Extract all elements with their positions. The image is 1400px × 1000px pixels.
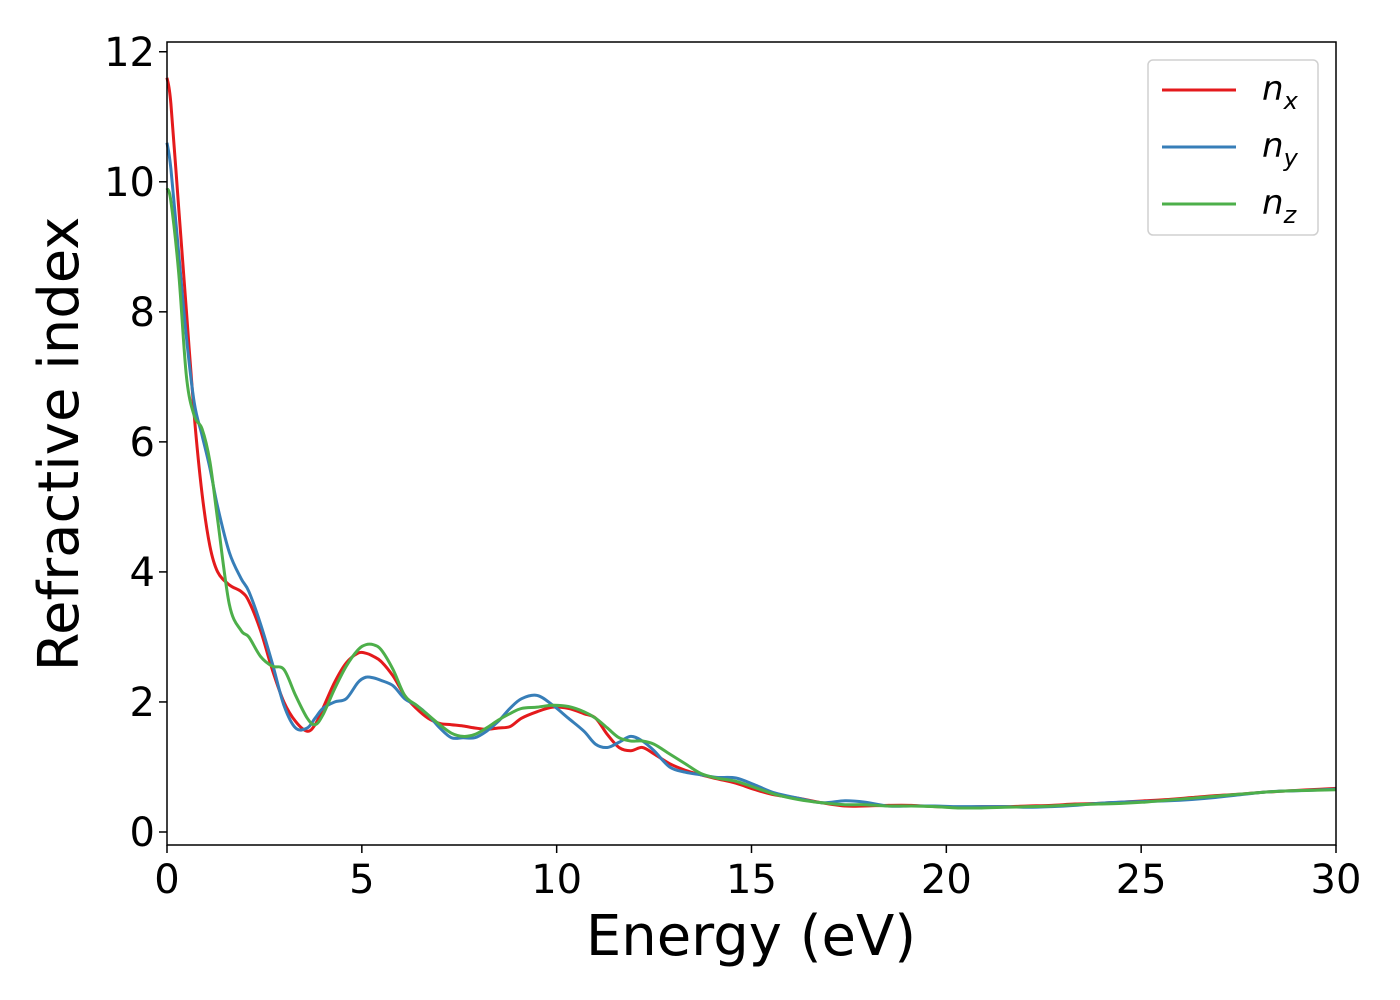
x-tick-label: 20 [921,857,972,903]
x-tick-label: 0 [154,857,179,903]
y-tick-label: 0 [130,810,155,856]
x-axis-title: Energy (eV) [586,904,916,969]
plot-area [167,42,1336,845]
y-tick-label: 2 [130,680,155,726]
y-axis: 0 2 4 6 8 10 12 [104,30,167,856]
series-layer [165,77,1337,810]
x-tick-label: 30 [1311,857,1362,903]
legend-subscript-x: x [1283,87,1299,115]
x-tick-label: 15 [726,857,777,903]
legend-subscript-y: y [1283,144,1299,172]
y-tick-label: 6 [130,420,155,466]
series-line-z [165,187,1337,810]
legend-subscript-z: z [1283,201,1298,229]
x-tick-label: 10 [531,857,582,903]
y-tick-label: 8 [130,290,155,336]
y-axis-title: Refractive index [27,217,92,672]
y-tick-label: 4 [130,550,155,596]
y-tick-label: 10 [104,160,155,206]
x-tick-label: 5 [349,857,374,903]
y-tick-label: 12 [104,30,155,76]
x-tick-label: 25 [1116,857,1167,903]
x-axis: 0 5 10 15 20 25 30 [154,845,1361,903]
